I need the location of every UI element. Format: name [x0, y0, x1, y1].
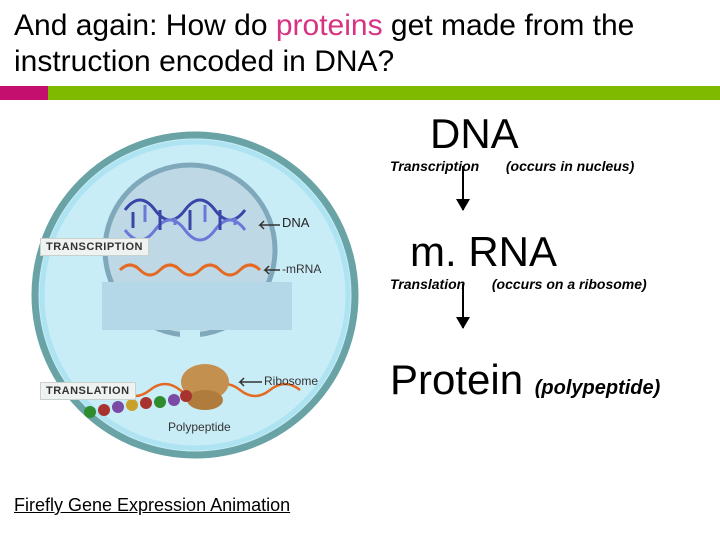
transcription-name: Transcription [390, 158, 502, 176]
title-text: And again: How do proteins get made from… [14, 8, 706, 80]
ribosome-label: Ribosome [264, 374, 318, 388]
translation-step: Translation (occurs on a ribosome) [390, 276, 710, 334]
flow-diagram: DNA Transcription (occurs in nucleus) m.… [390, 110, 710, 404]
flow-node-dna: DNA [430, 110, 710, 158]
transcription-loc: (occurs in nucleus) [506, 158, 634, 174]
flow-node-mrna: m. RNA [410, 228, 710, 276]
transcription-box-label: TRANSCRIPTION [40, 238, 149, 256]
firefly-animation-link[interactable]: Firefly Gene Expression Animation [14, 495, 290, 516]
transcription-step: Transcription (occurs in nucleus) [390, 158, 710, 216]
translation-name: Translation [390, 276, 488, 294]
dna-small-label: DNA [282, 215, 309, 230]
accent-bar [0, 86, 720, 100]
flow-node-protein: Protein [390, 356, 523, 403]
translation-loc: (occurs on a ribosome) [492, 276, 647, 292]
translation-desc: Translation (occurs on a ribosome) [390, 276, 710, 294]
translation-box-label: TRANSLATION [40, 382, 136, 400]
cell-svg [30, 130, 360, 460]
content-area: TRANSCRIPTION TRANSLATION DNA -mRNA Ribo… [0, 100, 720, 530]
title-part1: And again: How do [14, 9, 276, 42]
cell-diagram: TRANSCRIPTION TRANSLATION DNA -mRNA Ribo… [30, 130, 360, 460]
slide-title: And again: How do proteins get made from… [0, 0, 720, 86]
flow-node-protein-row: Protein (polypeptide) [390, 356, 710, 404]
flow-node-protein-sub: (polypeptide) [535, 377, 661, 399]
title-highlight: proteins [276, 9, 383, 42]
polypeptide-label: Polypeptide [168, 420, 231, 434]
accent-left-block [0, 86, 48, 100]
transcription-desc: Transcription (occurs in nucleus) [390, 158, 710, 176]
mrna-small-label: -mRNA [282, 262, 321, 276]
